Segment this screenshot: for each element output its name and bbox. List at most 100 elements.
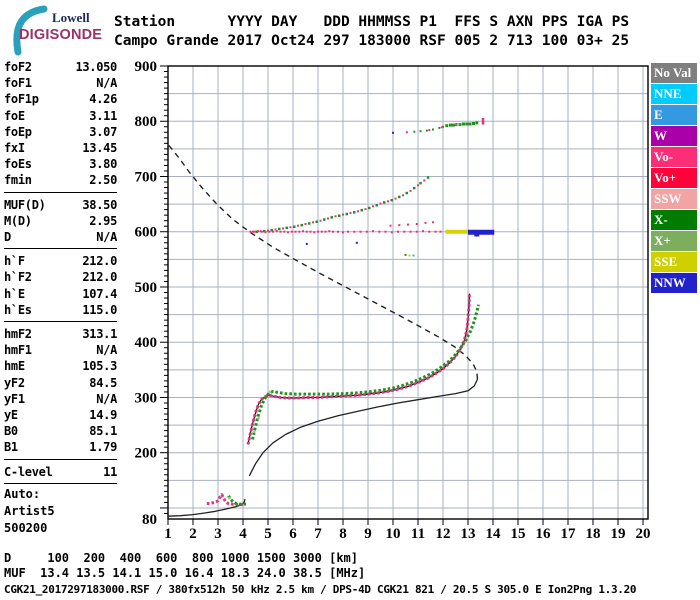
navy-mid-dots xyxy=(305,241,358,245)
file-info-row: CGK21_2017297183000.RSF / 380fx512h 50 k… xyxy=(4,583,637,596)
parameter-value: 11 xyxy=(103,464,117,479)
svg-text:10: 10 xyxy=(386,526,401,542)
plot-frame xyxy=(167,65,649,520)
parameter-value: 3.07 xyxy=(89,124,117,139)
es-trace-o xyxy=(206,493,243,507)
svg-text:1: 1 xyxy=(164,526,172,542)
e-region-profile xyxy=(167,498,246,517)
parameter-label: B0 xyxy=(4,424,18,439)
high-echo-green xyxy=(445,121,479,128)
muf-distance-row: D 100 200 400 600 800 1000 1500 3000 [km… xyxy=(4,551,359,565)
parameter-label: fmin xyxy=(4,173,32,188)
svg-text:7: 7 xyxy=(314,526,322,542)
parameter-label: hmF1 xyxy=(4,343,32,358)
parameter-row: fxI 13.45 xyxy=(4,140,117,156)
parameter-group: foF2 13.050 foF1 N/A foF1p 4.26 foE 3.11 foEp 3.0… xyxy=(4,59,117,193)
header-values-row: Campo Grande 2017 Oct24 297 183000 RSF 0… xyxy=(114,33,630,49)
legend-item-no-val: No Val xyxy=(651,63,697,83)
parameter-label: yE xyxy=(4,408,18,423)
legend-item-x+: X+ xyxy=(651,231,697,251)
direction-color-legend: No Val NNE E W Vo- Vo+ SSW X- X+ SSE NNW xyxy=(651,63,697,294)
parameter-label: B1 xyxy=(4,440,18,455)
svg-text:8: 8 xyxy=(339,526,347,542)
parameter-value: 107.4 xyxy=(82,286,117,301)
parameter-label: yF1 xyxy=(4,391,25,406)
logo-digisonde-text: DIGISONDE xyxy=(19,27,103,43)
parameter-label: h`F2 xyxy=(4,270,32,285)
svg-text:19: 19 xyxy=(611,526,626,542)
parameter-row: yF2 84.5 xyxy=(4,375,117,391)
svg-text:2: 2 xyxy=(189,526,197,542)
svg-text:9: 9 xyxy=(364,526,372,542)
parameter-label: foEs xyxy=(4,157,32,172)
parameter-value: 3.11 xyxy=(89,108,117,123)
svg-text:12: 12 xyxy=(436,526,451,542)
parameter-label: foF1 xyxy=(4,76,32,91)
parameter-row: hmF1 N/A xyxy=(4,342,117,358)
parameter-label: fxI xyxy=(4,141,25,156)
parameter-label: foF1p xyxy=(4,92,39,107)
axis-ticks xyxy=(160,65,644,525)
parameter-row: hmE 105.3 xyxy=(4,358,117,374)
svg-text:700: 700 xyxy=(135,169,158,185)
svg-text:15: 15 xyxy=(511,526,526,542)
parameter-value: 84.5 xyxy=(89,375,117,390)
es-trace-x xyxy=(227,495,246,506)
parameter-value: 212.0 xyxy=(82,270,117,285)
svg-text:6: 6 xyxy=(289,526,297,542)
parameter-value: 105.3 xyxy=(82,359,117,374)
parameter-value: 1.79 xyxy=(89,440,117,455)
legend-item-vo+: Vo+ xyxy=(651,168,697,188)
legend-item-vo-: Vo- xyxy=(651,147,697,167)
svg-text:5: 5 xyxy=(264,526,272,542)
parameter-row: C-level 11 xyxy=(4,464,117,480)
svg-text:20: 20 xyxy=(636,526,651,542)
y-axis-labels: 900 800 700 600 500 400 300 200 80 xyxy=(135,59,158,528)
parameter-label: MUF(D) xyxy=(4,197,46,212)
svg-text:800: 800 xyxy=(135,114,158,130)
light-green-accents xyxy=(228,123,460,500)
parameter-row: foEp 3.07 xyxy=(4,124,117,140)
second-hop-band xyxy=(249,230,442,234)
parameter-row: h`F 212.0 xyxy=(4,253,117,269)
parameter-row: foEs 3.80 xyxy=(4,156,117,172)
parameter-row: foF2 13.050 xyxy=(4,59,117,75)
parameter-label: h`E xyxy=(4,286,25,301)
parameter-value: 38.50 xyxy=(82,197,117,212)
high-echo-green-sparse xyxy=(413,125,444,133)
footer-block: D 100 200 400 600 800 1000 1500 3000 [km… xyxy=(4,551,637,596)
parameter-value: 85.1 xyxy=(89,424,117,439)
parameter-group: hmF2 313.1 hmF1 N/A hmE 105.3 yF2 84.5 yF1 N/A yE 1… xyxy=(4,326,117,460)
parameter-value: N/A xyxy=(96,76,117,91)
legend-item-nne: NNE xyxy=(651,84,697,104)
parameter-value: N/A xyxy=(96,391,117,406)
high-echo-pink-sparse xyxy=(405,124,457,134)
second-hop-rise-x xyxy=(255,176,430,233)
legend-item-e: E xyxy=(651,105,697,125)
parameter-label: yF2 xyxy=(4,375,25,390)
o-trace xyxy=(246,293,471,445)
parameter-label: M(D) xyxy=(4,213,32,228)
parameter-row: MUF(D) 38.50 xyxy=(4,197,117,213)
parameter-value: N/A xyxy=(96,343,117,358)
parameter-row: B1 1.79 xyxy=(4,439,117,455)
parameter-row: h`F2 212.0 xyxy=(4,269,117,285)
svg-text:900: 900 xyxy=(135,59,158,75)
header-block: Station YYYY DAY DDD HHMMSS P1 FFS S AXN… xyxy=(114,13,629,51)
parameter-value: 313.1 xyxy=(82,327,117,342)
tiny-mid-yellow xyxy=(408,254,411,257)
legend-item-ssw: SSW xyxy=(651,189,697,209)
svg-text:300: 300 xyxy=(135,390,158,406)
parameter-value: 13.45 xyxy=(82,141,117,156)
autoscaling-block: Auto: Artist5 500200 xyxy=(4,486,55,537)
svg-text:18: 18 xyxy=(586,526,601,542)
legend-item-w: W xyxy=(651,126,697,146)
auto-line: Auto: xyxy=(4,487,41,501)
gridlines xyxy=(168,65,648,519)
tiny-mid-cyan xyxy=(412,254,415,257)
svg-text:400: 400 xyxy=(135,335,158,351)
bottomside-profile xyxy=(248,378,479,477)
svg-text:3: 3 xyxy=(214,526,222,542)
logo-arc-icon xyxy=(13,5,48,56)
